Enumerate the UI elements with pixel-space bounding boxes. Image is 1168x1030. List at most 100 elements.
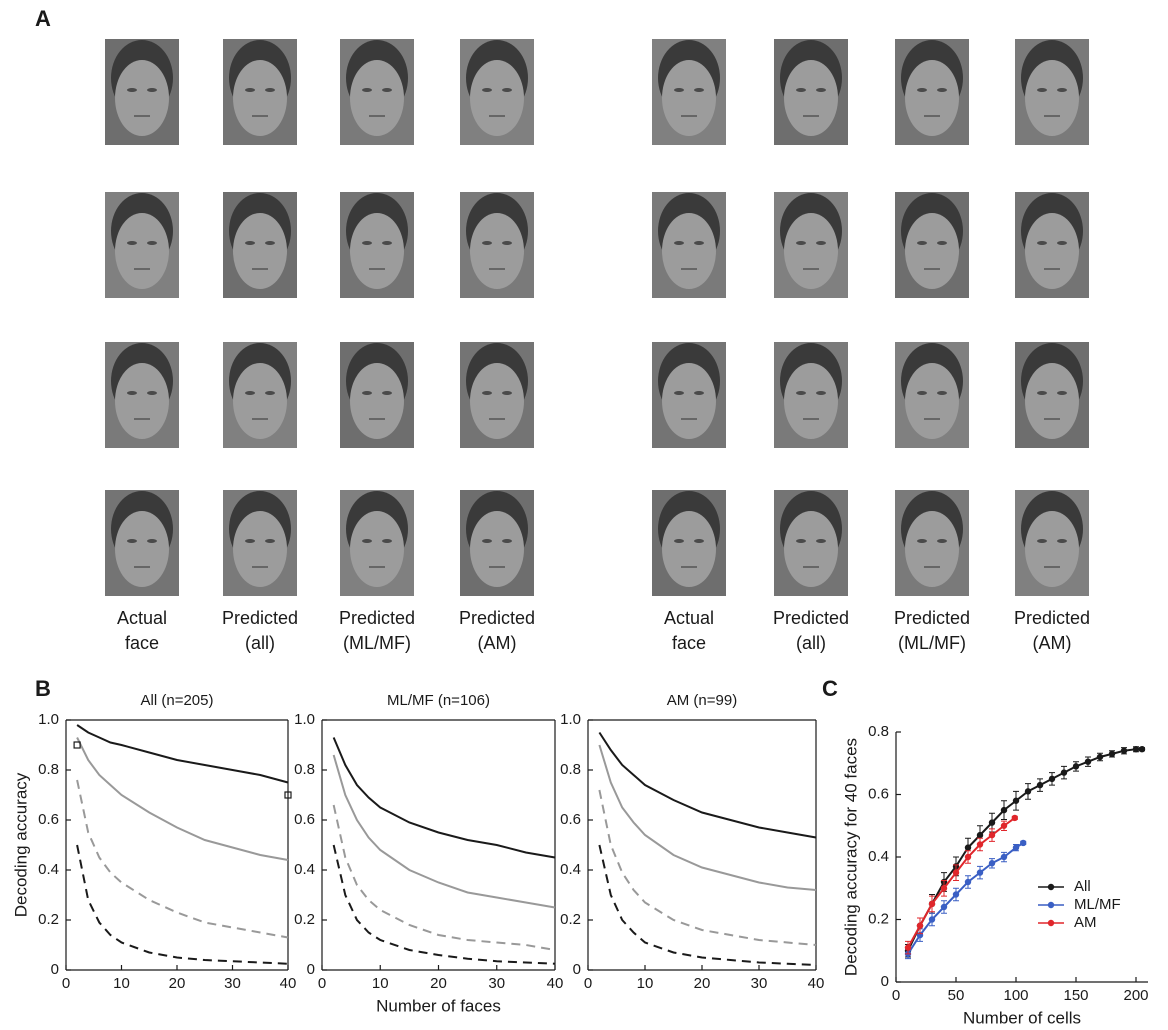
face-eye <box>1057 391 1067 395</box>
face-eye <box>482 539 492 543</box>
face-caption: Predicted <box>339 608 415 628</box>
face-skin <box>662 363 716 439</box>
face-eye <box>1037 391 1047 395</box>
face-eye <box>382 539 392 543</box>
y-axis-label: Decoding accuracy for 40 faces <box>841 738 860 976</box>
face-eye <box>937 539 947 543</box>
face-caption: (ML/MF) <box>343 633 411 653</box>
x-tick-label: 0 <box>892 987 900 1004</box>
y-tick-label: 0.2 <box>294 911 315 928</box>
face-eye <box>502 88 512 92</box>
y-tick-label: 0.8 <box>868 723 889 740</box>
face-skin <box>1025 363 1079 439</box>
point <box>964 853 972 861</box>
face-caption: face <box>125 633 159 653</box>
point <box>964 878 972 886</box>
series-line <box>332 804 556 951</box>
y-tick-label: 0.6 <box>868 785 889 802</box>
face-eye <box>674 539 684 543</box>
face-skin <box>905 363 959 439</box>
face-eye <box>816 241 826 245</box>
face-skin <box>470 511 524 587</box>
point <box>1132 745 1140 753</box>
face-skin <box>233 213 287 289</box>
face-eye <box>482 88 492 92</box>
y-tick-label: 1.0 <box>294 711 315 728</box>
face-skin <box>350 511 404 587</box>
face-eye <box>147 391 157 395</box>
point <box>904 944 912 951</box>
series-line <box>332 737 556 859</box>
series-line <box>332 844 556 965</box>
face-eye <box>917 241 927 245</box>
face-eye <box>694 241 704 245</box>
legend-label: All <box>1074 878 1091 895</box>
y-tick-label: 0.8 <box>294 761 315 778</box>
face-eye <box>1057 88 1067 92</box>
series-line <box>598 744 817 891</box>
face-eye <box>937 391 947 395</box>
y-tick-label: 0 <box>307 961 315 978</box>
x-tick-label: 20 <box>430 975 447 992</box>
face-eye <box>1037 241 1047 245</box>
face-caption: (ML/MF) <box>898 633 966 653</box>
face-skin <box>233 511 287 587</box>
face-eye <box>147 539 157 543</box>
point <box>916 922 924 929</box>
chart-title: All (n=205) <box>141 692 214 709</box>
point <box>988 860 996 867</box>
face-eye <box>917 88 927 92</box>
y-axis-label: Decoding accuracy <box>11 772 30 917</box>
face-skin <box>905 511 959 587</box>
y-tick-label: 0.2 <box>560 911 581 928</box>
series-line <box>598 789 817 946</box>
x-tick-label: 150 <box>1063 987 1088 1004</box>
y-tick-label: 0.2 <box>38 911 59 928</box>
face-eye <box>482 391 492 395</box>
x-tick-label: 10 <box>113 975 130 992</box>
face-eye <box>674 88 684 92</box>
point <box>976 831 984 839</box>
face-caption: (all) <box>796 633 826 653</box>
face-skin <box>1025 60 1079 136</box>
face-eye <box>362 539 372 543</box>
face-skin <box>350 363 404 439</box>
face-skin <box>1025 511 1079 587</box>
point <box>988 831 996 839</box>
face-eye <box>502 539 512 543</box>
face-caption: Predicted <box>1014 608 1090 628</box>
series-line <box>76 724 289 784</box>
face-caption: Predicted <box>773 608 849 628</box>
face-skin <box>784 511 838 587</box>
face-eye <box>245 391 255 395</box>
x-tick-label: 10 <box>372 975 389 992</box>
face-caption: Actual <box>664 608 714 628</box>
legend-label: AM <box>1074 914 1097 931</box>
series-line <box>907 748 1142 952</box>
series-line <box>76 737 289 861</box>
point <box>1048 775 1056 783</box>
face-eye <box>917 391 927 395</box>
face-skin <box>115 213 169 289</box>
point <box>1024 788 1032 795</box>
point <box>1060 769 1068 776</box>
series-line <box>598 731 817 839</box>
legend-marker <box>1047 901 1055 909</box>
x-tick-label: 20 <box>694 975 711 992</box>
face-skin <box>662 213 716 289</box>
y-tick-label: 0.6 <box>560 811 581 828</box>
face-skin <box>784 213 838 289</box>
face-eye <box>265 241 275 245</box>
face-eye <box>674 391 684 395</box>
face-eye <box>816 88 826 92</box>
face-eye <box>245 539 255 543</box>
face-eye <box>147 241 157 245</box>
y-tick-label: 0 <box>51 961 59 978</box>
point <box>73 741 81 749</box>
x-tick-label: 0 <box>584 975 592 992</box>
point <box>988 819 996 826</box>
panel-label: A <box>35 6 51 31</box>
series-line <box>332 754 556 909</box>
point <box>952 869 960 876</box>
